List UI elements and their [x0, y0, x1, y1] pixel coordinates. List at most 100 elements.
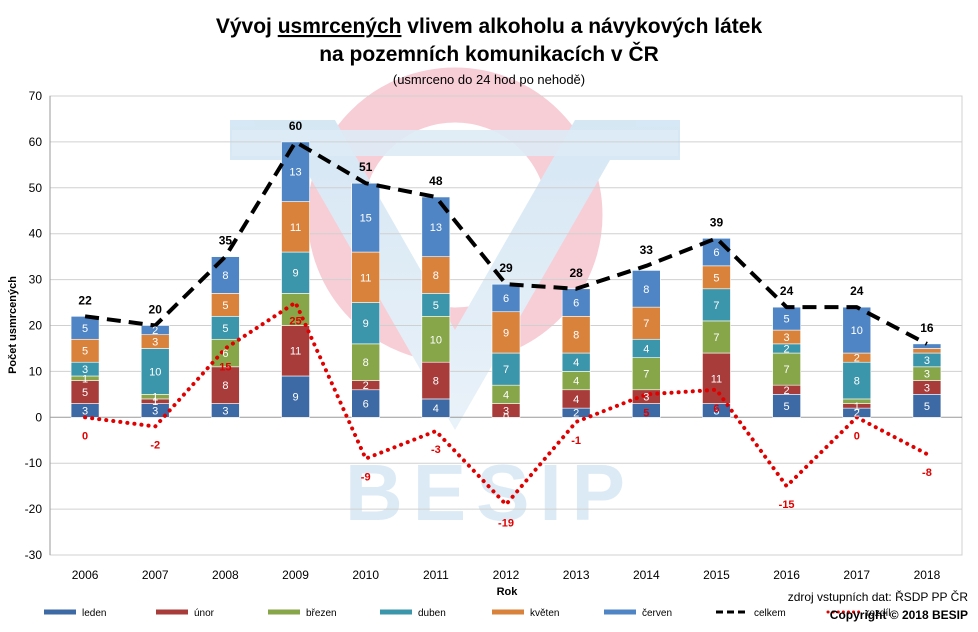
- x-tick-label: 2008: [212, 568, 239, 582]
- segment-label: 13: [289, 167, 301, 179]
- x-tick-label: 2014: [633, 568, 660, 582]
- bar-segment: [351, 389, 380, 418]
- segment-label: 5: [713, 272, 719, 284]
- segment-label: 4: [573, 376, 579, 388]
- bar-segment: [702, 320, 731, 354]
- total-label: 24: [780, 284, 794, 298]
- total-label: 28: [569, 266, 583, 280]
- segment-label: 3: [924, 382, 930, 394]
- total-label: 20: [149, 303, 163, 317]
- y-tick-label: -30: [25, 548, 43, 562]
- diff-label: 15: [219, 361, 231, 373]
- bar-segment: [421, 316, 451, 363]
- x-tick-label: 2017: [843, 568, 870, 582]
- legend-label: červen: [642, 608, 672, 619]
- bars: [70, 141, 942, 418]
- segment-label: 7: [713, 300, 719, 312]
- diff-label: 0: [854, 430, 860, 442]
- segment-label: 3: [713, 405, 719, 417]
- segment-label: 0: [503, 411, 509, 423]
- bar-segment: [491, 283, 521, 313]
- segment-label: 7: [503, 364, 509, 376]
- segment-label: 3: [643, 392, 649, 404]
- segment-label: 1: [82, 373, 88, 385]
- diff-label: -8: [922, 467, 932, 479]
- legend-label: duben: [418, 608, 446, 619]
- segment-label: 2: [854, 353, 860, 365]
- total-label: 22: [78, 293, 92, 307]
- total-label: 35: [219, 234, 233, 248]
- y-tick-label: -20: [25, 502, 43, 516]
- bar-segment: [351, 343, 380, 381]
- bar-segment: [351, 182, 380, 253]
- bar-segment: [702, 288, 731, 322]
- bar-segment: [702, 352, 731, 404]
- x-tick-label: 2010: [352, 568, 379, 582]
- x-tick-label: 2012: [493, 568, 520, 582]
- y-tick-label: 70: [29, 89, 43, 103]
- segment-label: 6: [503, 293, 509, 305]
- legend-label: březen: [306, 608, 337, 619]
- segment-label: 8: [643, 284, 649, 296]
- segment-label: 3: [784, 332, 790, 344]
- data-labels: 3513553111032386558911911136289111548105…: [78, 119, 934, 530]
- y-axis-ticks: -30 -20 -10 0 10 20 30 40 50 60 70: [25, 89, 43, 562]
- segment-label: 4: [503, 389, 509, 401]
- diff-label: -19: [498, 518, 514, 530]
- segment-label: 7: [713, 332, 719, 344]
- legend-label: celkem: [754, 608, 786, 619]
- segment-label: 5: [222, 323, 228, 335]
- bar-segment: [211, 256, 240, 294]
- segment-label: 11: [360, 272, 371, 284]
- diff-label: 6: [713, 403, 719, 415]
- segment-label: 8: [222, 380, 228, 392]
- bar-segment: [842, 361, 872, 400]
- bar-segment: [772, 352, 801, 386]
- segment-label: 8: [433, 270, 439, 282]
- segment-label: 3: [82, 405, 88, 417]
- bar-segment: [351, 251, 380, 303]
- diff-label: 5: [643, 407, 649, 419]
- segment-label: 3: [924, 355, 930, 367]
- segment-label: 3: [222, 405, 228, 417]
- bar-segment: [491, 352, 521, 386]
- y-tick-label: 10: [29, 364, 43, 378]
- bar-segment: [140, 348, 170, 395]
- line-rozdíl: [83, 300, 929, 507]
- segment-label: 3: [503, 405, 509, 417]
- total-label: 48: [429, 174, 443, 188]
- segment-label: 9: [363, 318, 369, 330]
- segment-label: 9: [292, 392, 298, 404]
- x-tick-label: 2013: [563, 568, 590, 582]
- segment-label: 1: [854, 401, 860, 413]
- y-tick-label: 50: [29, 181, 43, 195]
- segment-label: 4: [573, 357, 579, 369]
- legend-label: leden: [82, 608, 106, 619]
- total-label: 24: [850, 284, 864, 298]
- bar-segment: [912, 343, 942, 349]
- legend-label: rozdíl: [866, 608, 890, 619]
- y-tick-label: 30: [29, 273, 43, 287]
- segment-label: 2: [573, 408, 579, 420]
- legend: leden únor březen duben květen červen celkem ro…: [44, 608, 890, 619]
- segment-label: 13: [430, 222, 442, 234]
- bar-segment: [912, 348, 942, 354]
- segment-label: 2: [363, 380, 369, 392]
- bar-segment: [351, 302, 380, 345]
- segment-label: 10: [149, 366, 161, 378]
- segment-label: 2: [784, 385, 790, 397]
- bar-segment: [281, 141, 310, 202]
- segment-label: 2: [854, 408, 860, 420]
- segment-label: 8: [363, 357, 369, 369]
- segment-label: 9: [292, 268, 298, 280]
- x-tick-label: 2016: [773, 568, 800, 582]
- segment-label: 5: [924, 401, 930, 413]
- y-axis-label: Počet usmrcených: [7, 276, 19, 374]
- bar-segment: [281, 201, 310, 253]
- segment-label: 6: [573, 298, 579, 310]
- segment-label: 3: [152, 337, 158, 349]
- bar-segment: [632, 270, 661, 308]
- segment-label: 4: [433, 403, 439, 415]
- y-tick-label: 0: [35, 410, 42, 424]
